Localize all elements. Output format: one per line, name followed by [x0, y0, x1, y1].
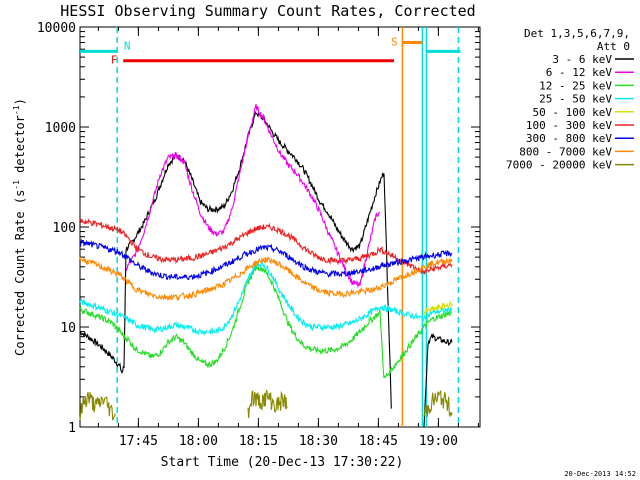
y-tick-label: 1000	[45, 121, 76, 136]
vertical-markers	[116, 27, 460, 427]
series-line	[79, 391, 116, 421]
series-line	[79, 256, 453, 302]
series-line	[79, 264, 453, 379]
y-tick-label: 1	[68, 421, 76, 436]
series-line	[79, 260, 453, 336]
legend-item-label: 7000 - 20000 keV	[506, 159, 612, 172]
series-line	[125, 103, 381, 289]
series-line	[79, 218, 453, 276]
plot-frame	[79, 26, 481, 428]
legend-header-line2: Att 0	[597, 40, 630, 53]
x-tick-label: 19:00	[419, 434, 458, 449]
series-line	[423, 333, 453, 428]
y-label-main: Corrected Count Rate (s	[13, 190, 27, 356]
y-tick-label: 100	[53, 221, 76, 236]
attenuator-label: F	[111, 54, 118, 67]
x-tick-label: 18:45	[359, 434, 398, 449]
footer-date: 20-Dec-2013 14:52	[564, 470, 636, 478]
attenuator-state-bars: NF S	[80, 35, 461, 67]
y-tick-label: 10000	[37, 21, 76, 36]
series-line	[423, 390, 453, 418]
legend-item-label: 12 - 25 keV	[539, 79, 612, 92]
y-label-end: )	[13, 98, 27, 105]
series-layer	[79, 103, 453, 428]
x-tick-labels: 17:45 18:00 18:15 18:30 18:45 19:00	[119, 434, 458, 449]
y-label-mid: detector	[13, 115, 27, 180]
legend-item-label: 300 - 800 keV	[526, 132, 612, 145]
x-tick-label: 18:30	[299, 434, 338, 449]
chart-title: HESSI Observing Summary Count Rates, Cor…	[60, 2, 475, 20]
x-tick-label: 17:45	[119, 434, 158, 449]
series-line	[247, 389, 288, 419]
legend-item-label: 100 - 300 keV	[526, 119, 612, 132]
axis-ticks	[80, 26, 480, 428]
series-line	[79, 238, 453, 281]
attenuator-label: N	[124, 39, 131, 52]
legend-item-label: 25 - 50 keV	[539, 93, 612, 106]
series-line	[423, 300, 453, 316]
legend-item-label: 50 - 100 keV	[533, 106, 613, 119]
legend-header-line1: Det 1,3,5,6,7,9,	[524, 27, 630, 40]
series-line	[80, 111, 392, 409]
y-axis-label: Corrected Count Rate (s-1 detector-1)	[12, 98, 27, 356]
y-label-sup1: -1	[12, 180, 21, 190]
y-label-sup2: -1	[12, 105, 21, 115]
x-axis-label: Start Time (20-Dec-13 17:30:22)	[161, 455, 404, 470]
legend-item-label: 3 - 6 keV	[552, 53, 612, 66]
x-tick-label: 18:00	[179, 434, 218, 449]
legend-item-label: 6 - 12 keV	[546, 66, 613, 79]
y-tick-label: 10	[60, 321, 76, 336]
y-tick-labels: 1 10 100 1000 10000	[37, 21, 76, 436]
legend-item-label: 800 - 7000 keV	[519, 145, 612, 158]
x-tick-label: 18:15	[239, 434, 278, 449]
attenuator-label: S	[391, 35, 398, 48]
